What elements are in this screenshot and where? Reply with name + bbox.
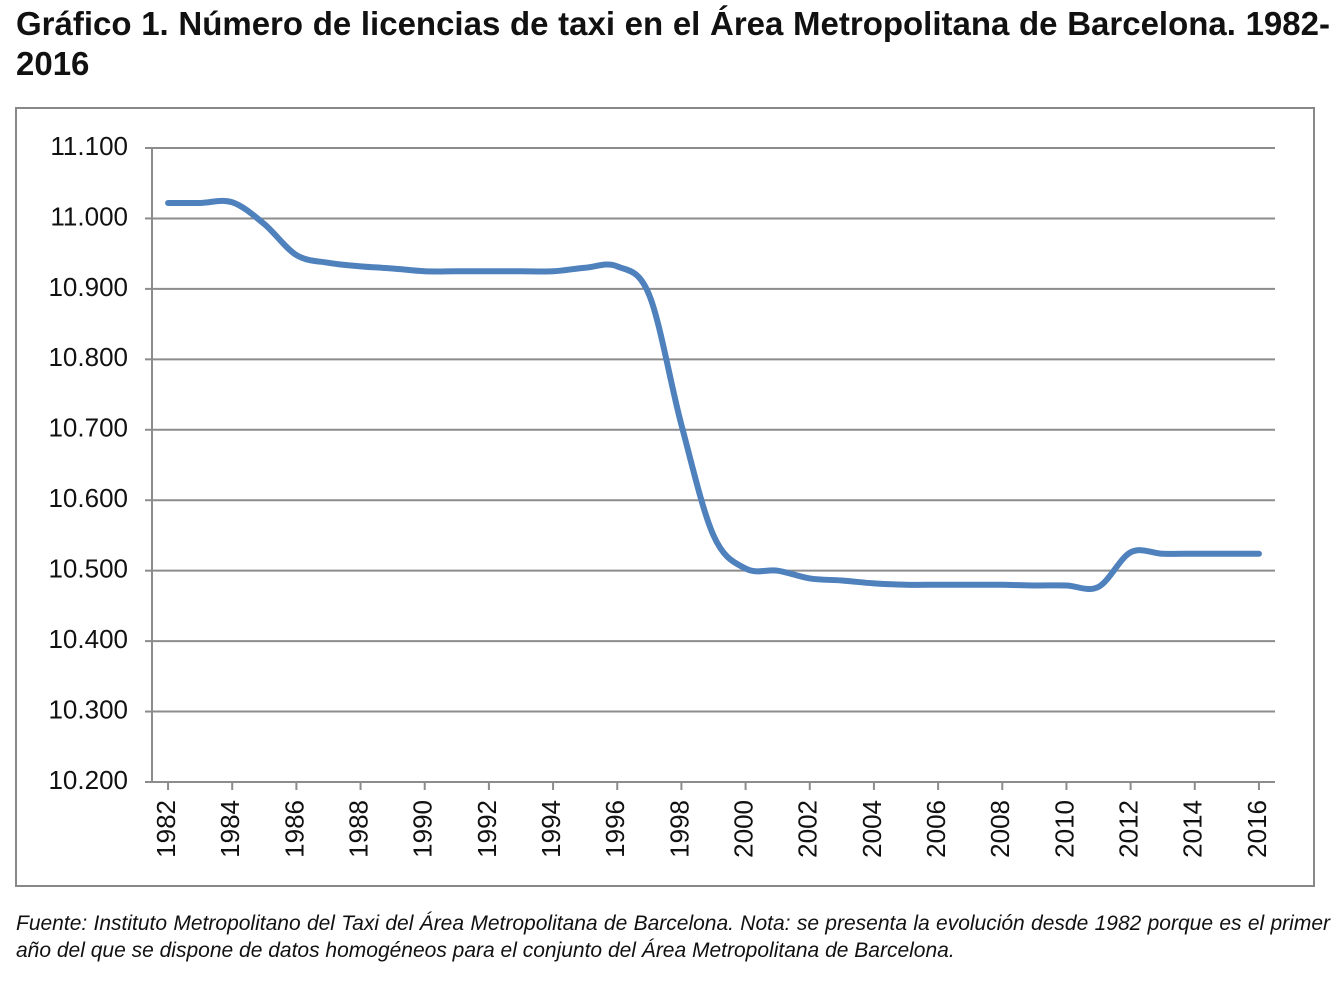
x-tick-label: 2014 xyxy=(1178,800,1208,858)
x-tick-label: 2008 xyxy=(985,800,1015,858)
x-tick-label: 1994 xyxy=(536,800,566,858)
y-tick-label: 10.300 xyxy=(48,694,128,724)
x-tick-label: 2004 xyxy=(857,800,887,858)
x-tick-label: 2012 xyxy=(1113,800,1143,858)
chart-title: Gráfico 1. Número de licencias de taxi e… xyxy=(16,5,1330,82)
x-tick-label: 2010 xyxy=(1049,800,1079,858)
x-tick-label: 2000 xyxy=(728,800,758,858)
y-tick-label: 11.000 xyxy=(50,201,128,231)
x-tick-label: 1992 xyxy=(472,800,502,858)
x-tick-label: 1986 xyxy=(279,800,309,858)
y-tick-label: 10.800 xyxy=(48,342,128,372)
y-tick-label: 10.600 xyxy=(48,483,128,513)
x-tick-label: 1984 xyxy=(215,800,245,858)
y-tick-label: 10.900 xyxy=(48,272,128,302)
x-tick-label: 1990 xyxy=(408,800,438,858)
x-tick-label: 2006 xyxy=(921,800,951,858)
chart-frame xyxy=(15,107,1315,887)
x-tick-label: 1988 xyxy=(343,800,373,858)
y-tick-label: 10.200 xyxy=(48,765,128,795)
chart-note: Fuente: Instituto Metropolitano del Taxi… xyxy=(16,912,1330,962)
y-tick-label: 10.500 xyxy=(48,554,128,584)
x-tick-label: 1982 xyxy=(151,800,181,858)
y-tick-label: 11.100 xyxy=(50,131,128,161)
x-tick-label: 1996 xyxy=(600,800,630,858)
y-tick-label: 10.400 xyxy=(48,624,128,654)
x-tick-label: 2002 xyxy=(793,800,823,858)
x-tick-label: 1998 xyxy=(664,800,694,858)
data-line xyxy=(165,197,1262,593)
y-tick-label: 10.700 xyxy=(48,413,128,443)
x-tick-label: 2016 xyxy=(1242,800,1272,858)
